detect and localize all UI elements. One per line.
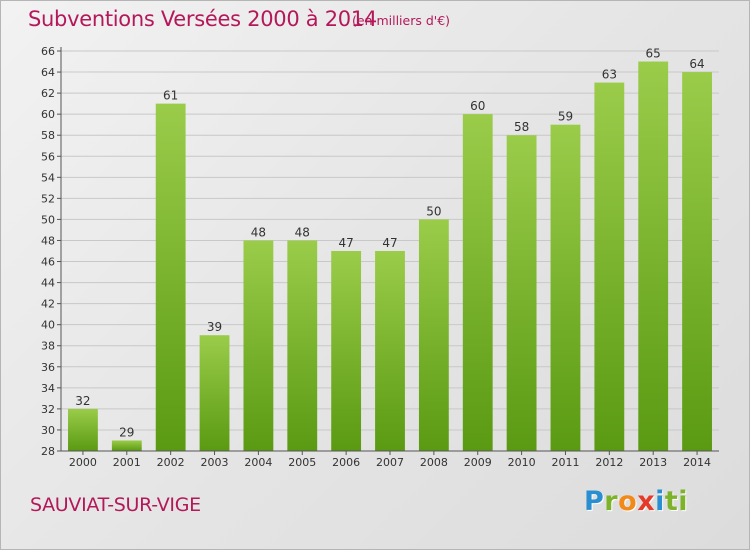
bar-2003	[199, 335, 230, 451]
x-tick-label-2002: 2002	[157, 456, 185, 469]
commune-name: SAUVIAT-SUR-VIGE	[30, 494, 201, 516]
bar-2011	[550, 124, 581, 452]
value-label-2003: 39	[207, 320, 222, 334]
x-tick-label-2012: 2012	[595, 456, 623, 469]
value-label-2006: 47	[338, 236, 353, 250]
value-label-2008: 50	[426, 204, 441, 218]
bar-2009	[462, 114, 493, 451]
y-tick-label: 54	[41, 171, 55, 184]
x-tick-label-2014: 2014	[683, 456, 711, 469]
bar-2012	[594, 82, 625, 451]
y-tick-label: 46	[41, 256, 55, 269]
y-tick-label: 40	[41, 319, 55, 332]
value-label-2013: 65	[646, 47, 661, 61]
x-tick-label-2000: 2000	[69, 456, 97, 469]
value-label-2004: 48	[251, 225, 266, 239]
y-tick-label: 44	[41, 277, 55, 290]
x-tick-label-2013: 2013	[639, 456, 667, 469]
y-tick-label: 64	[41, 66, 55, 79]
value-label-2007: 47	[382, 236, 397, 250]
x-tick-label-2011: 2011	[551, 456, 579, 469]
y-tick-label: 28	[41, 445, 55, 458]
x-tick-label-2005: 2005	[288, 456, 316, 469]
axes: 28 30 32 34 36 38 40 42 44 46 48 50 52 54 56 58 60 62 64 66…	[41, 45, 719, 469]
value-label-2014: 64	[689, 57, 704, 71]
y-tick-label: 30	[41, 424, 55, 437]
x-tick-label-2007: 2007	[376, 456, 404, 469]
y-tick-label: 42	[41, 298, 55, 311]
bar-2001	[111, 440, 142, 451]
x-tick-label-2006: 2006	[332, 456, 360, 469]
x-tick-label-2003: 2003	[201, 456, 229, 469]
x-tick-label-2004: 2004	[244, 456, 272, 469]
value-label-2011: 59	[558, 110, 573, 124]
value-label-2010: 58	[514, 120, 529, 134]
value-label-2001: 29	[119, 425, 134, 439]
y-tick-label: 34	[41, 382, 55, 395]
y-tick-label: 58	[41, 129, 55, 142]
value-label-2000: 32	[75, 394, 90, 408]
value-label-2012: 63	[602, 68, 617, 82]
chart-title: Subventions Versées 2000 à 2014	[28, 7, 377, 31]
y-tick-label: 56	[41, 150, 55, 163]
bar-2006	[331, 251, 362, 451]
x-tick-label-2008: 2008	[420, 456, 448, 469]
y-tick-label: 36	[41, 361, 55, 374]
y-tick-label: 50	[41, 213, 55, 226]
y-tick-label: 66	[41, 45, 55, 58]
bar-2005	[287, 240, 318, 451]
bar-2007	[375, 251, 405, 451]
y-tick-label: 38	[41, 340, 55, 353]
y-tick-label: 52	[41, 192, 55, 205]
y-tick-label: 48	[41, 234, 55, 247]
proxiti-logo[interactable]: Proxiti	[584, 486, 689, 517]
bar-2010	[506, 135, 537, 452]
value-label-2009: 60	[470, 99, 485, 113]
y-tick-label: 60	[41, 108, 55, 121]
y-tick-label: 62	[41, 87, 55, 100]
bar-2000	[68, 408, 98, 451]
bar-2004	[243, 240, 274, 451]
x-tick-label-2001: 2001	[113, 456, 141, 469]
bars: 32 29 61 39 48 48 47 47 50 60 58 59 63 65 64	[68, 47, 712, 452]
value-label-2002: 61	[163, 89, 178, 103]
bar-2013	[638, 61, 669, 452]
bar-2014	[682, 72, 712, 451]
value-label-2005: 48	[295, 225, 310, 239]
chart-subtitle: (en milliers d'€)	[352, 13, 451, 28]
x-tick-label-2009: 2009	[464, 456, 492, 469]
bar-2008	[418, 219, 449, 451]
bar-2002	[155, 103, 186, 451]
x-tick-label-2010: 2010	[508, 456, 536, 469]
y-tick-label: 32	[41, 403, 55, 416]
